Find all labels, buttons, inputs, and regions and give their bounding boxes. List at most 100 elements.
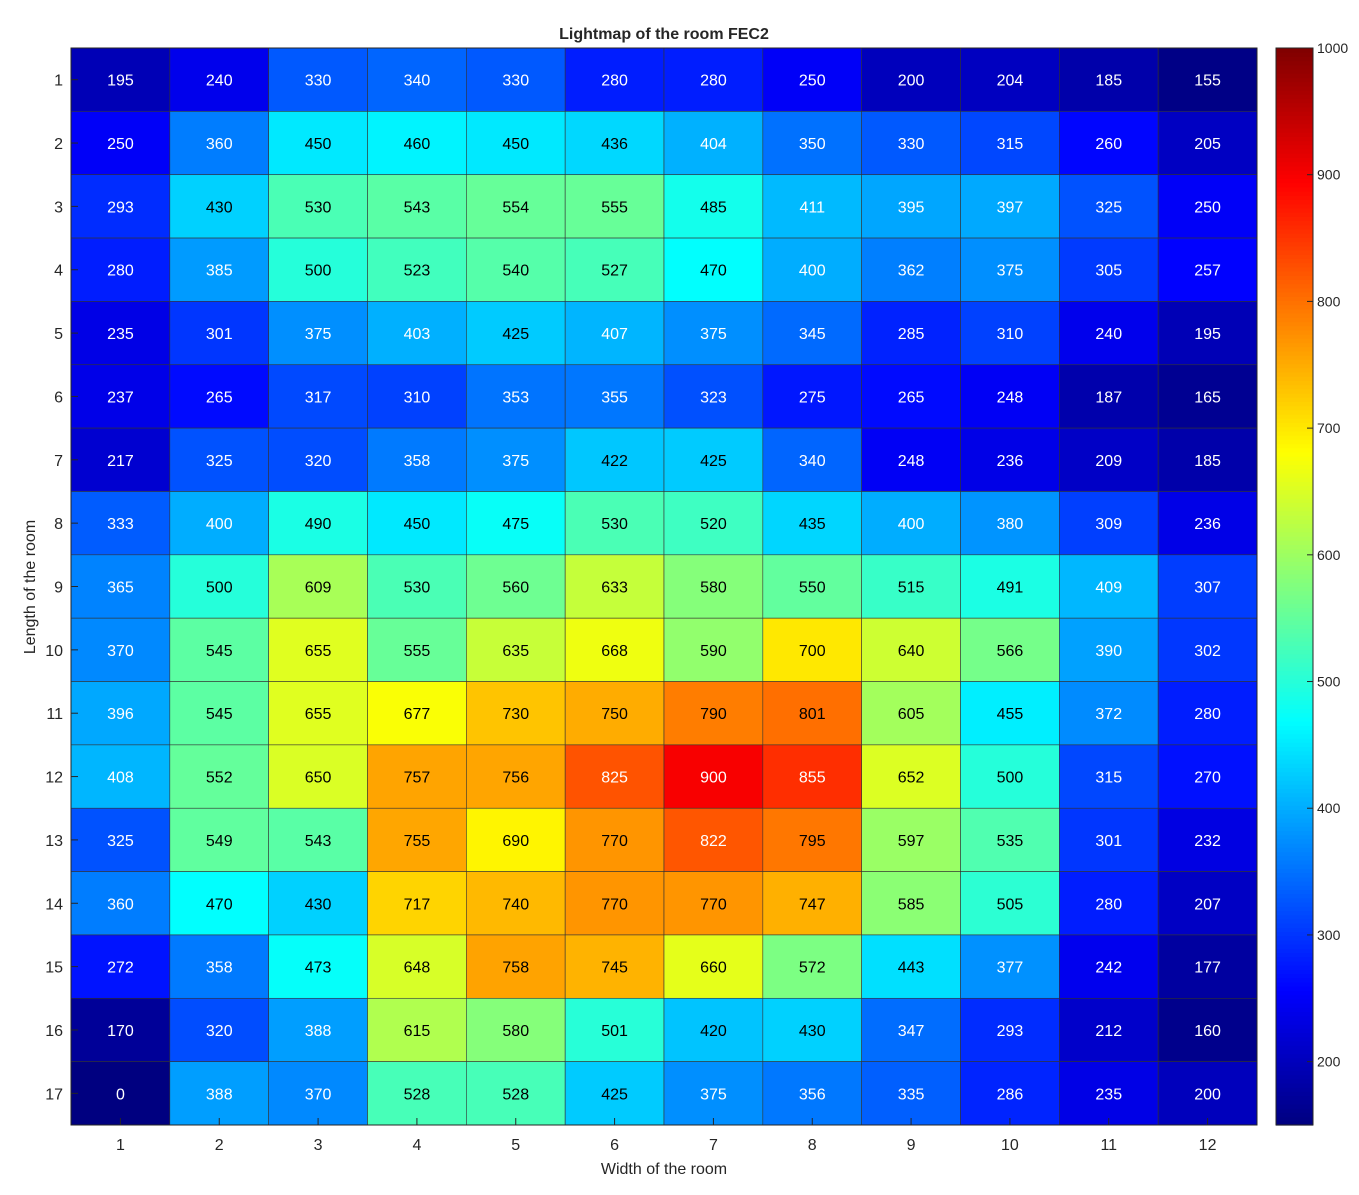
heatmap-cell (1157, 491, 1258, 556)
colorbar-segment (1276, 397, 1313, 402)
colorbar-segment (1276, 965, 1313, 970)
heatmap-cell (70, 301, 171, 366)
heatmap-cell (169, 301, 269, 366)
cell-value-label: 286 (997, 1086, 1024, 1103)
colorbar-segment (1276, 371, 1313, 377)
x-tick-label: 8 (808, 1137, 817, 1154)
colorbar-frame (1275, 47, 1314, 1126)
heatmap-cell (861, 111, 961, 175)
colorbar-segment (1276, 485, 1313, 491)
y-tick-label: 17 (45, 1086, 63, 1103)
heatmap-cell (268, 617, 368, 682)
colorbar-segment (1276, 342, 1313, 348)
cell-value-label: 250 (107, 136, 134, 153)
colorbar-segment (1276, 123, 1313, 129)
cell-value-label: 293 (107, 199, 134, 216)
colorbar-segment (1276, 489, 1313, 495)
colorbar-segment (1276, 1045, 1313, 1050)
cell-value-label: 257 (1194, 263, 1221, 280)
heatmap-cell (367, 681, 467, 746)
heatmap-cell (1157, 871, 1258, 936)
heatmap-cell (268, 681, 368, 746)
cell-value-label: 358 (206, 960, 233, 977)
colorbar: 200 300 400 500 600 700 800 900 1000 (1275, 40, 1348, 1126)
cell-value-label: 370 (305, 1086, 332, 1103)
colorbar-segment (1276, 1108, 1313, 1113)
cell-value-label: 668 (601, 643, 628, 660)
heatmap-cell (466, 871, 566, 936)
heatmap-cell (1157, 364, 1258, 429)
colorbar-segment (1276, 456, 1313, 461)
colorbar-segment (1276, 157, 1313, 163)
heatmap-cell (960, 871, 1060, 936)
colorbar-segment (1276, 350, 1313, 356)
cell-value-label: 409 (1095, 580, 1122, 597)
cell-value-label: 377 (997, 960, 1024, 977)
heatmap-cell (268, 997, 368, 1062)
colorbar-segment (1276, 847, 1313, 853)
cell-value-label: 307 (1194, 580, 1221, 597)
colorbar-segment (1276, 392, 1313, 398)
colorbar-segment (1276, 279, 1313, 285)
heatmap-cell (564, 554, 665, 619)
heatmap-cell (169, 997, 269, 1062)
colorbar-segment (1276, 838, 1313, 844)
colorbar-segment (1276, 737, 1313, 743)
colorbar-segment (1276, 195, 1313, 201)
y-tick-label: 6 (54, 389, 63, 406)
heatmap-cell (466, 807, 566, 872)
colorbar-segment (1276, 582, 1313, 588)
heatmap-cell (960, 1061, 1060, 1126)
cell-value-label: 388 (305, 1023, 332, 1040)
heatmap-cell (1059, 744, 1159, 809)
colorbar-segment (1276, 1082, 1313, 1088)
cell-value-label: 404 (700, 136, 727, 153)
cell-value-label: 648 (404, 960, 431, 977)
cell-value-label: 425 (502, 326, 529, 343)
cell-value-label: 730 (502, 706, 529, 723)
colorbar-segment (1276, 451, 1313, 457)
heatmap-cell (1157, 427, 1258, 492)
heatmap-cell (169, 47, 269, 112)
x-tick-label: 11 (1100, 1137, 1117, 1154)
colorbar-segment (1276, 52, 1313, 58)
cell-value-label: 380 (997, 516, 1024, 533)
cell-value-label: 356 (799, 1086, 826, 1103)
cell-value-label: 310 (997, 326, 1024, 343)
cell-value-label: 242 (1095, 960, 1122, 977)
colorbar-segment (1276, 182, 1313, 188)
heatmap-cell (466, 934, 566, 999)
cell-value-label: 185 (1095, 73, 1122, 90)
colorbar-segment (1276, 536, 1313, 541)
cell-value-label: 195 (107, 73, 134, 90)
colorbar-segment (1276, 170, 1313, 175)
cell-value-label: 185 (1194, 453, 1221, 470)
cell-value-label: 523 (404, 263, 431, 280)
heatmap-cell (960, 681, 1060, 746)
heatmap-cell (663, 744, 764, 809)
cell-value-label: 270 (1194, 770, 1221, 787)
colorbar-segment (1276, 161, 1313, 167)
colorbar-segment (1276, 666, 1313, 672)
colorbar-segment (1276, 77, 1313, 83)
heatmap-cell (268, 491, 368, 556)
colorbar-segment (1276, 628, 1313, 634)
heatmap-cell (960, 111, 1060, 175)
heatmap-cell (762, 111, 862, 175)
heatmap-cell (169, 681, 269, 746)
heatmap-cell (1157, 47, 1258, 112)
heatmap-cell (268, 111, 368, 175)
colorbar-segment (1276, 792, 1313, 798)
colorbar-segment (1276, 923, 1313, 928)
cell-value-label: 330 (898, 136, 925, 153)
heatmap-cell (367, 997, 467, 1062)
colorbar-segment (1276, 207, 1313, 213)
cell-value-label: 372 (1095, 706, 1122, 723)
cell-value-label: 275 (799, 389, 826, 406)
cell-value-label: 425 (601, 1086, 628, 1103)
heatmap-cell (70, 1061, 171, 1126)
x-tick-label: 7 (709, 1137, 718, 1154)
colorbar-segment (1276, 292, 1313, 297)
cell-value-label: 408 (107, 770, 134, 787)
colorbar-segment (1276, 859, 1313, 865)
